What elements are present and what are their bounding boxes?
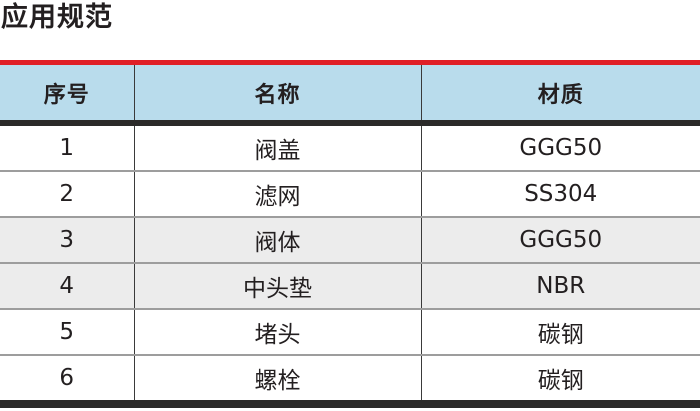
table-row: 4 中头垫 NBR	[0, 263, 700, 310]
cell-material: SS304	[420, 171, 700, 218]
cell-material: 碳钢	[420, 309, 700, 356]
column-header-no: 序号	[0, 62, 134, 126]
table-row: 2 滤网 SS304	[0, 171, 700, 218]
cell-no: 6	[0, 355, 134, 408]
table-row: 5 堵头 碳钢	[0, 309, 700, 356]
cell-name: 滤网	[133, 171, 421, 218]
cell-name: 堵头	[133, 309, 421, 356]
table-row: 3 阀体 GGG50	[0, 217, 700, 264]
cell-no: 3	[0, 217, 134, 264]
table-row: 6 螺栓 碳钢	[0, 355, 700, 408]
cell-material: NBR	[420, 263, 700, 310]
spec-table: 序号 名称 材质 1 阀盖 GGG50 2 滤网 SS304 3 阀体 GGG50 4 中头垫 NBR 5 堵…	[0, 60, 700, 408]
cell-name: 螺栓	[133, 355, 421, 408]
page-title: 应用规范	[1, 2, 113, 33]
cell-no: 2	[0, 171, 134, 218]
cell-name: 阀体	[133, 217, 421, 264]
cell-material: GGG50	[420, 217, 700, 264]
table-row: 1 阀盖 GGG50	[0, 123, 700, 172]
cell-no: 4	[0, 263, 134, 310]
cell-material: 碳钢	[420, 355, 700, 408]
cell-no: 5	[0, 309, 134, 356]
table-header: 序号 名称 材质	[0, 62, 700, 126]
cell-no: 1	[0, 123, 134, 172]
cell-name: 中头垫	[133, 263, 421, 310]
table-body: 1 阀盖 GGG50 2 滤网 SS304 3 阀体 GGG50 4 中头垫 NBR 5 堵头 碳钢 6 螺栓碳…	[0, 123, 700, 408]
cell-material: GGG50	[420, 123, 700, 172]
column-header-material: 材质	[420, 62, 700, 126]
column-header-name: 名称	[133, 62, 421, 126]
cell-name: 阀盖	[133, 123, 421, 172]
header-row: 序号 名称 材质	[0, 62, 700, 126]
